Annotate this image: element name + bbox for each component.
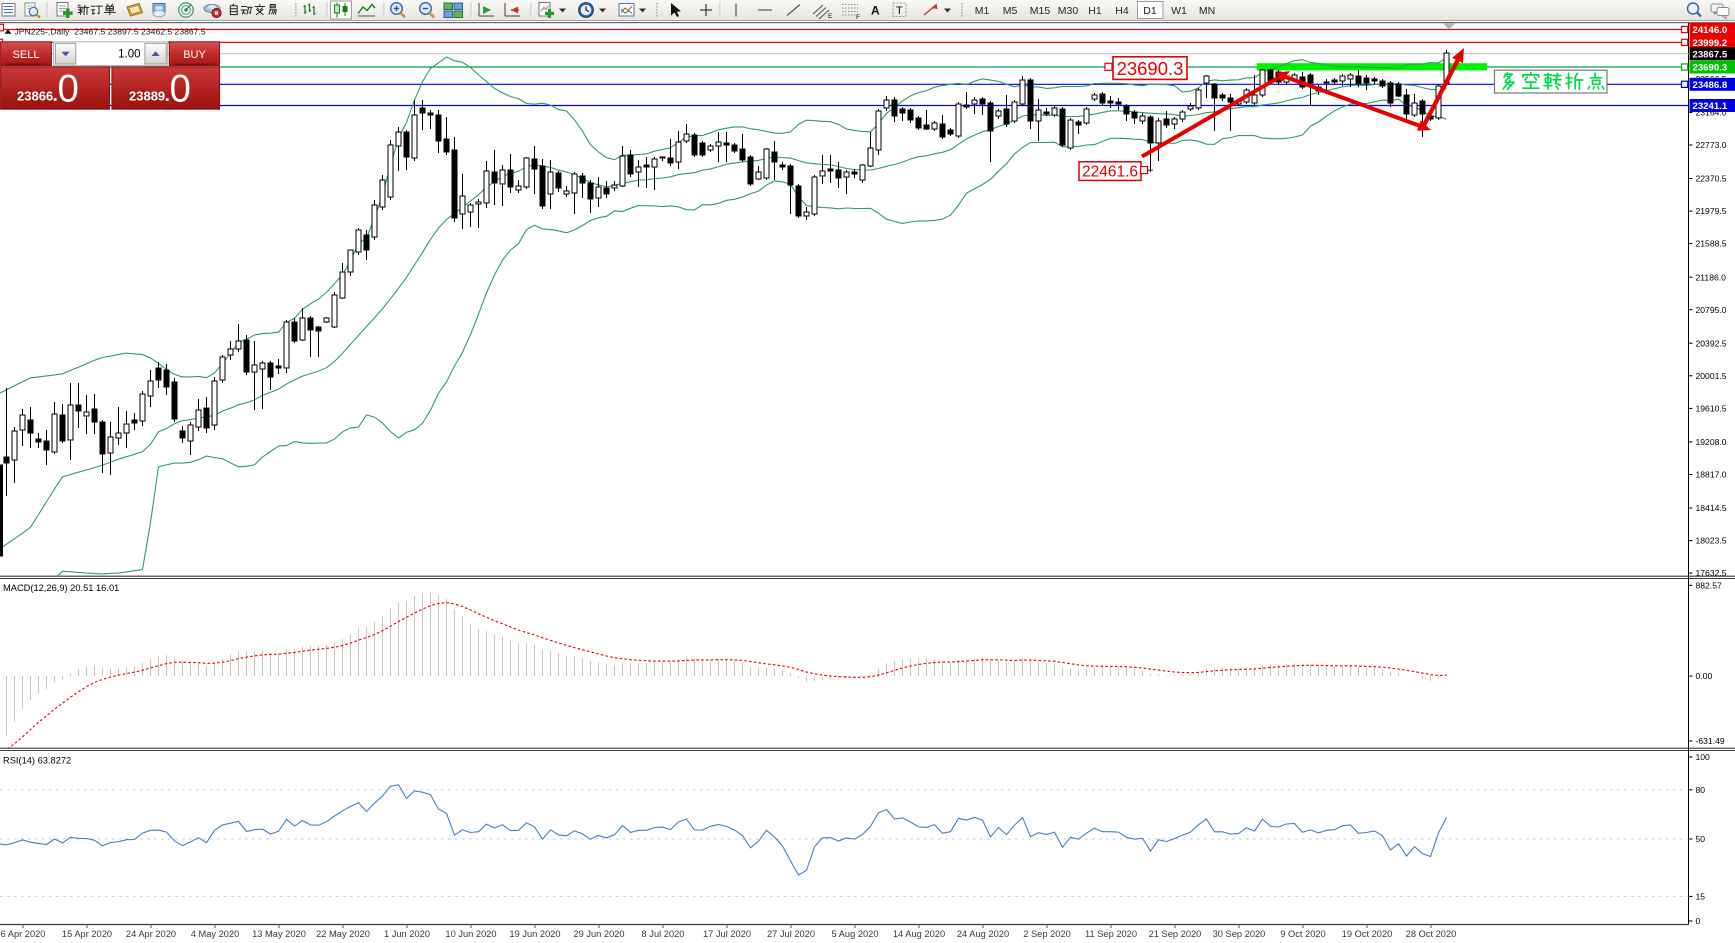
svg-text:0: 0 (1696, 916, 1701, 926)
svg-text:E: E (828, 13, 833, 20)
svg-text:23486.8: 23486.8 (1693, 80, 1728, 91)
svg-text:-631.49: -631.49 (1696, 736, 1725, 746)
svg-text:22 May 2020: 22 May 2020 (316, 929, 370, 939)
svg-text:18817.0: 18817.0 (1696, 470, 1727, 480)
svg-text:A: A (871, 4, 880, 18)
svg-text:10 Jun 2020: 10 Jun 2020 (445, 929, 496, 939)
svg-text:M1: M1 (975, 5, 990, 17)
svg-text:24 Apr 2020: 24 Apr 2020 (126, 929, 176, 939)
svg-text:.: . (165, 85, 170, 106)
svg-text:JPN225-,Daily 23467.5 23897.5: JPN225-,Daily 23467.5 23897.5 23462.5 23… (15, 27, 206, 37)
svg-text:19 Oct 2020: 19 Oct 2020 (1342, 929, 1393, 939)
svg-text:.: . (53, 85, 58, 106)
svg-text:18023.5: 18023.5 (1696, 536, 1727, 546)
svg-text:4 May 2020: 4 May 2020 (191, 929, 240, 939)
svg-text:24 Aug 2020: 24 Aug 2020 (957, 929, 1009, 939)
svg-text:29 Jun 2020: 29 Jun 2020 (573, 929, 624, 939)
svg-text:23866: 23866 (17, 89, 53, 104)
svg-text:H1: H1 (1088, 5, 1102, 17)
svg-text:H4: H4 (1115, 5, 1129, 17)
svg-text:MN: MN (1199, 5, 1215, 17)
svg-text:0: 0 (170, 68, 191, 111)
svg-text:20795.0: 20795.0 (1696, 305, 1727, 315)
svg-text:23164.0: 23164.0 (1696, 108, 1727, 118)
svg-text:21979.5: 21979.5 (1696, 206, 1727, 216)
svg-text:22370.5: 22370.5 (1696, 174, 1727, 184)
svg-text:22773.0: 22773.0 (1696, 140, 1727, 150)
svg-text:15: 15 (1696, 892, 1706, 902)
svg-text:80: 80 (1696, 785, 1706, 795)
svg-text:14 Aug 2020: 14 Aug 2020 (893, 929, 945, 939)
svg-text:23889: 23889 (129, 89, 165, 104)
svg-text:15 Apr 2020: 15 Apr 2020 (62, 929, 112, 939)
svg-text:19610.5: 19610.5 (1696, 404, 1727, 414)
svg-text:21588.5: 21588.5 (1696, 239, 1727, 249)
svg-text:11 Sep 2020: 11 Sep 2020 (1085, 929, 1137, 939)
svg-text:6 Apr 2020: 6 Apr 2020 (1, 929, 46, 939)
svg-text:23241.1: 23241.1 (1693, 101, 1728, 112)
svg-text:2 Sep 2020: 2 Sep 2020 (1023, 929, 1071, 939)
svg-text:27 Jul 2020: 27 Jul 2020 (767, 929, 815, 939)
svg-text:19208.0: 19208.0 (1696, 437, 1727, 447)
svg-text:18414.5: 18414.5 (1696, 503, 1727, 513)
svg-text:MACD(12,26,9) 20.51 16.01: MACD(12,26,9) 20.51 16.01 (3, 583, 119, 593)
svg-text:20392.5: 20392.5 (1696, 338, 1727, 348)
svg-text:M15: M15 (1030, 5, 1051, 17)
svg-text:W1: W1 (1171, 5, 1187, 17)
svg-text:SELL: SELL (13, 49, 40, 61)
svg-text:23867.5: 23867.5 (1693, 49, 1728, 60)
svg-text:50: 50 (1696, 834, 1706, 844)
svg-text:28 Oct 2020: 28 Oct 2020 (1406, 929, 1457, 939)
svg-text:1 Jun 2020: 1 Jun 2020 (384, 929, 430, 939)
svg-text:M5: M5 (1003, 5, 1018, 17)
svg-text:RSI(14) 63.8272: RSI(14) 63.8272 (3, 756, 71, 766)
svg-text:30 Sep 2020: 30 Sep 2020 (1213, 929, 1266, 939)
svg-text:17 Jul 2020: 17 Jul 2020 (703, 929, 751, 939)
svg-text:24146.0: 24146.0 (1693, 25, 1728, 36)
svg-text:20001.5: 20001.5 (1696, 371, 1727, 381)
svg-text:T: T (896, 5, 903, 17)
svg-text:19 Jun 2020: 19 Jun 2020 (509, 929, 560, 939)
svg-text:8 Jul 2020: 8 Jul 2020 (642, 929, 685, 939)
svg-text:0: 0 (58, 68, 79, 111)
svg-text:22461.6: 22461.6 (1082, 163, 1138, 180)
svg-text:F: F (856, 14, 860, 21)
svg-text:13 May 2020: 13 May 2020 (252, 929, 306, 939)
svg-text:23690.3: 23690.3 (1117, 58, 1184, 79)
svg-text:21 Sep 2020: 21 Sep 2020 (1149, 929, 1202, 939)
svg-text:5 Aug 2020: 5 Aug 2020 (831, 929, 878, 939)
svg-text:17632.5: 17632.5 (1696, 568, 1727, 578)
svg-text:100: 100 (1696, 752, 1711, 762)
svg-text:1.00: 1.00 (118, 49, 140, 61)
svg-text:9 Oct 2020: 9 Oct 2020 (1280, 929, 1325, 939)
svg-text:882.57: 882.57 (1696, 580, 1723, 590)
svg-text:M30: M30 (1058, 5, 1079, 17)
svg-text:23690.3: 23690.3 (1693, 63, 1728, 74)
svg-text:BUY: BUY (183, 49, 206, 61)
svg-text:D1: D1 (1143, 5, 1157, 17)
svg-text:23999.2: 23999.2 (1693, 38, 1728, 49)
svg-text:21186.0: 21186.0 (1696, 272, 1727, 282)
svg-text:0.00: 0.00 (1696, 671, 1713, 681)
